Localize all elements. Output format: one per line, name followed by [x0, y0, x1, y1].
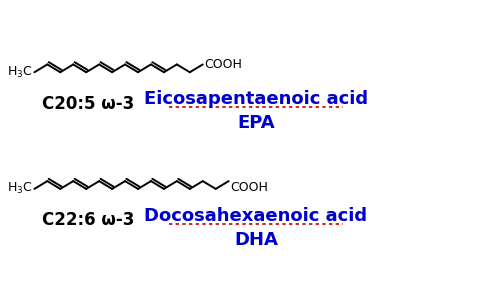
- Text: Docosahexaenoic acid: Docosahexaenoic acid: [144, 207, 368, 225]
- Text: COOH: COOH: [204, 58, 242, 71]
- Text: Eicosapentaenoic acid: Eicosapentaenoic acid: [144, 90, 368, 108]
- Text: C22:6 ω-3: C22:6 ω-3: [42, 212, 134, 230]
- Text: C20:5 ω-3: C20:5 ω-3: [42, 95, 134, 113]
- Text: EPA: EPA: [237, 114, 275, 132]
- Text: H$_3$C: H$_3$C: [8, 65, 33, 80]
- Text: H$_3$C: H$_3$C: [8, 181, 33, 196]
- Text: DHA: DHA: [234, 231, 278, 249]
- Text: COOH: COOH: [230, 181, 268, 194]
